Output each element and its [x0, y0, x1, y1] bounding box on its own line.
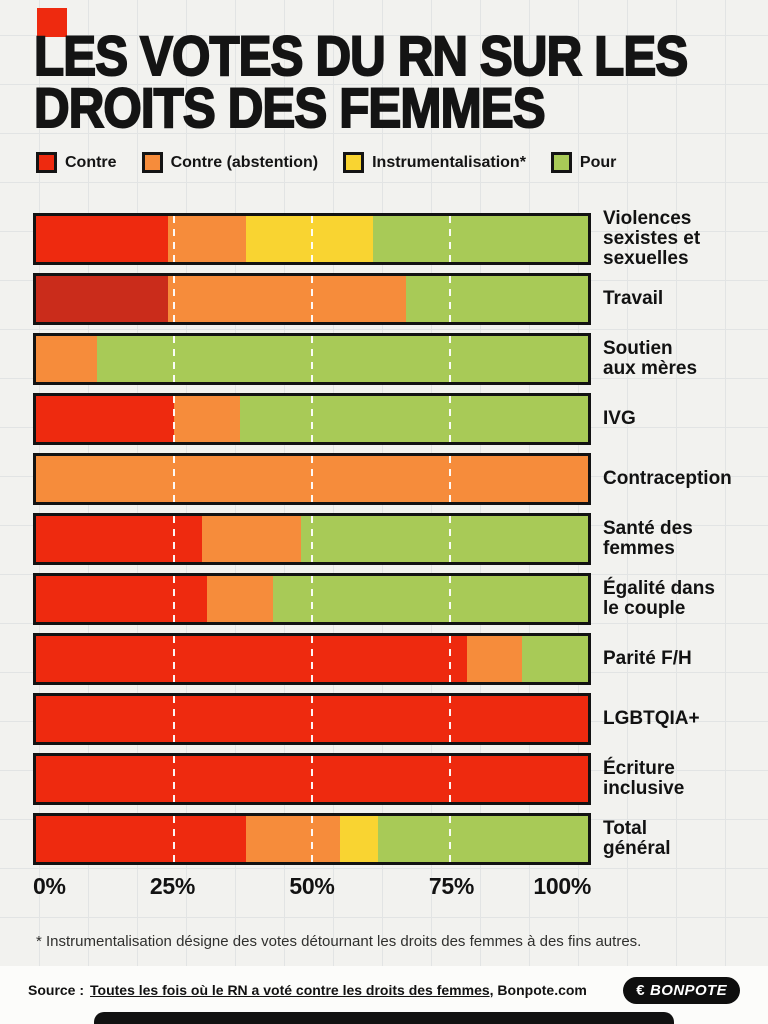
- bar-segment-instrumentalisation: [339, 816, 379, 862]
- bar-segment-pour: [300, 516, 588, 562]
- source-label: Source :: [28, 982, 85, 998]
- stacked-bar: [33, 273, 591, 325]
- bar-label: Écriture inclusive: [603, 758, 685, 799]
- bar-segment-contre-abstention: [207, 576, 274, 622]
- bottom-bar: [94, 1012, 674, 1024]
- euro-icon: €: [636, 981, 646, 999]
- chart-row: Total général: [33, 813, 671, 865]
- chart-row: Travail: [33, 273, 663, 325]
- chart-rows: Violences sexistes et sexuelles Travail So…: [33, 209, 732, 865]
- page-title: LES VOTES DU RN SUR LES DROITS DES FEMMES: [33, 27, 689, 137]
- legend-item: Contre: [36, 152, 117, 173]
- title-line-2: DROITS DES FEMMES: [33, 76, 546, 140]
- chart-row: Parité F/H: [33, 633, 692, 685]
- bar-segment-pour: [240, 396, 588, 442]
- bonpote-logo-text: BONPOTE: [650, 981, 727, 999]
- source-line: Source : Toutes les fois où le RN a voté …: [28, 982, 587, 998]
- chart-legend: Contre Contre (abstention) Instrumentalisa…: [36, 152, 616, 173]
- chart-row: Écriture inclusive: [33, 753, 684, 805]
- bar-label: Violences sexistes et sexuelles: [603, 208, 701, 269]
- bar-label: Total général: [603, 818, 671, 859]
- bar-segment-contre: [36, 276, 169, 322]
- bar-segment-contre-abstention: [466, 636, 522, 682]
- chart-row: IVG: [33, 393, 636, 445]
- bar-segment-contre-abstention: [168, 216, 246, 262]
- bar-label: Égalité dans le couple: [603, 578, 715, 619]
- stacked-bar: [33, 453, 591, 505]
- bar-segment-instrumentalisation: [245, 216, 373, 262]
- bar-segment-contre-abstention: [36, 336, 97, 382]
- chart-row: Violences sexistes et sexuelles: [33, 209, 700, 268]
- bar-label: Travail: [603, 288, 664, 310]
- bar-label: Parité F/H: [603, 648, 692, 670]
- bar-segment-contre-abstention: [201, 516, 301, 562]
- stacked-bar: [33, 753, 591, 805]
- legend-item: Instrumentalisation*: [343, 152, 526, 173]
- bar-segment-pour: [378, 816, 588, 862]
- bar-label: Contraception: [603, 468, 732, 490]
- bar-segment-contre: [36, 756, 588, 802]
- stacked-bar: [33, 213, 591, 265]
- stacked-bar: [33, 813, 591, 865]
- stacked-bar: [33, 333, 591, 385]
- bar-segment-pour: [372, 216, 588, 262]
- stacked-bar: [33, 573, 591, 625]
- bar-segment-contre: [36, 816, 246, 862]
- bar-label: IVG: [603, 408, 636, 430]
- stacked-bar: [33, 513, 591, 565]
- bar-label: Soutien aux mères: [603, 338, 698, 379]
- legend-label: Instrumentalisation*: [372, 153, 526, 171]
- legend-item: Pour: [550, 152, 617, 173]
- x-tick-label: 0%: [33, 873, 66, 899]
- title-line-1: LES VOTES DU RN SUR LES: [33, 24, 689, 87]
- bar-segment-pour: [96, 336, 588, 382]
- x-tick-label: 25%: [149, 873, 196, 899]
- bar-segment-pour: [521, 636, 588, 682]
- stacked-bar: [33, 693, 591, 745]
- bar-segment-pour: [405, 276, 588, 322]
- legend-label: Contre: [65, 153, 117, 171]
- x-tick-label: 50%: [289, 873, 335, 899]
- bar-segment-contre: [36, 576, 208, 622]
- stacked-bar: [33, 633, 591, 685]
- chart-row: Égalité dans le couple: [33, 573, 715, 625]
- bar-segment-contre: [36, 396, 174, 442]
- stacked-bar-chart: Violences sexistes et sexuelles Travail So…: [33, 209, 732, 905]
- chart-row: Santé des femmes: [33, 513, 693, 565]
- legend-swatch-contre: [36, 152, 57, 173]
- bar-segment-contre: [36, 516, 202, 562]
- legend-swatch-contre-abstention: [141, 152, 163, 173]
- bonpote-logo: € BONPOTE: [623, 976, 740, 1004]
- chart-row: Contraception: [33, 453, 732, 505]
- source-link[interactable]: Toutes les fois où le RN a voté contre l…: [90, 982, 490, 998]
- legend-swatch-pour: [550, 152, 572, 173]
- legend-label: Pour: [579, 153, 617, 171]
- x-axis: 0% 25% 50% 75% 100%: [33, 873, 591, 905]
- chart-row: Soutien aux mères: [33, 333, 697, 385]
- bar-label: Santé des femmes: [603, 518, 693, 559]
- bar-segment-contre: [36, 636, 467, 682]
- bar-segment-pour: [273, 576, 588, 622]
- legend-item: Contre (abstention): [141, 152, 319, 173]
- legend-label: Contre (abstention): [170, 153, 319, 171]
- source-suffix: , Bonpote.com: [489, 982, 587, 998]
- bar-label: LGBTQIA+: [603, 708, 700, 730]
- legend-swatch-instrumentalisation: [343, 152, 365, 173]
- bar-segment-contre-abstention: [174, 396, 241, 442]
- bar-segment-contre-abstention: [245, 816, 340, 862]
- red-square-mark: [37, 8, 67, 37]
- stacked-bar: [33, 393, 591, 445]
- bar-segment-contre: [36, 216, 169, 262]
- footnote: * Instrumentalisation désigne des votes …: [36, 933, 642, 950]
- chart-row: LGBTQIA+: [33, 693, 700, 745]
- x-tick-label: 75%: [428, 873, 475, 899]
- bar-segment-contre-abstention: [36, 456, 588, 502]
- x-tick-label: 100%: [533, 873, 591, 899]
- bar-segment-contre: [36, 696, 588, 742]
- bar-segment-contre-abstention: [168, 276, 406, 322]
